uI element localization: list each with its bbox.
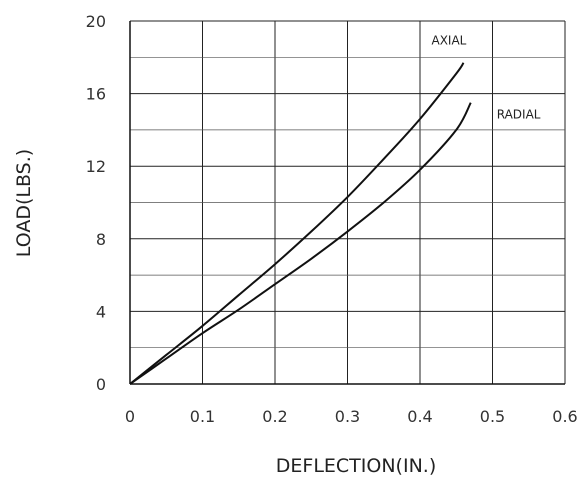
y-tick-labels: 0 4 8 12 16 20 bbox=[86, 12, 106, 394]
series-label-axial: AXIAL bbox=[432, 34, 467, 48]
x-tick-label: 0.2 bbox=[262, 407, 287, 426]
x-tick-label: 0.6 bbox=[552, 407, 577, 426]
y-tick-label: 12 bbox=[86, 157, 106, 176]
series-lines bbox=[129, 62, 472, 385]
series-label-radial: RADIAL bbox=[497, 108, 541, 122]
series-line-radial bbox=[129, 102, 472, 385]
y-axis-title: LOAD(LBS.) bbox=[13, 149, 35, 257]
y-tick-label: 20 bbox=[86, 12, 106, 31]
x-tick-label: 0.4 bbox=[407, 407, 432, 426]
y-tick-label: 4 bbox=[96, 302, 106, 321]
x-tick-label: 0.5 bbox=[480, 407, 505, 426]
series-labels: AXIAL RADIAL bbox=[432, 34, 541, 122]
y-tick-label: 0 bbox=[96, 375, 106, 394]
x-axis-title: DEFLECTION(IN.) bbox=[276, 455, 436, 477]
y-tick-label: 8 bbox=[96, 230, 106, 249]
x-tick-labels: 0 0.1 0.2 0.3 0.4 0.5 0.6 bbox=[125, 407, 578, 426]
x-tick-label: 0.1 bbox=[190, 407, 215, 426]
grid bbox=[129, 20, 566, 385]
y-tick-label: 16 bbox=[86, 85, 106, 104]
x-tick-label: 0 bbox=[125, 407, 135, 426]
series-line-axial bbox=[129, 62, 465, 385]
x-tick-label: 0.3 bbox=[335, 407, 360, 426]
